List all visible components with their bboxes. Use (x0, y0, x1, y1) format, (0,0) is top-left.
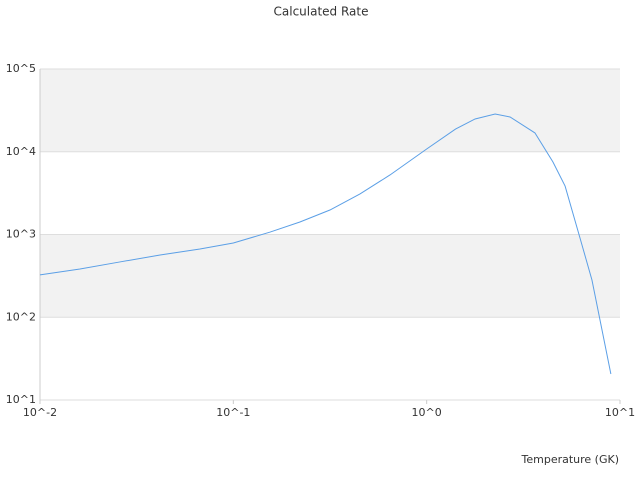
x-tick-label: 10^0 (412, 406, 442, 419)
grid-band (40, 234, 620, 318)
y-tick-label: 10^1 (6, 393, 36, 406)
y-tick-label: 10^5 (6, 62, 36, 75)
data-line (39, 113, 612, 375)
y-tick-label: 10^2 (6, 310, 36, 323)
y-tick-label: 10^3 (6, 228, 36, 241)
x-tick-label: 10^-2 (23, 406, 57, 419)
x-tick-label: 10^1 (605, 406, 635, 419)
y-tick-label: 10^4 (6, 145, 36, 158)
x-axis-label: Temperature (GK) (521, 453, 620, 466)
x-tick-label: 10^-1 (216, 406, 250, 419)
grid-band (40, 69, 620, 152)
chart-title: Calculated Rate (274, 5, 369, 19)
